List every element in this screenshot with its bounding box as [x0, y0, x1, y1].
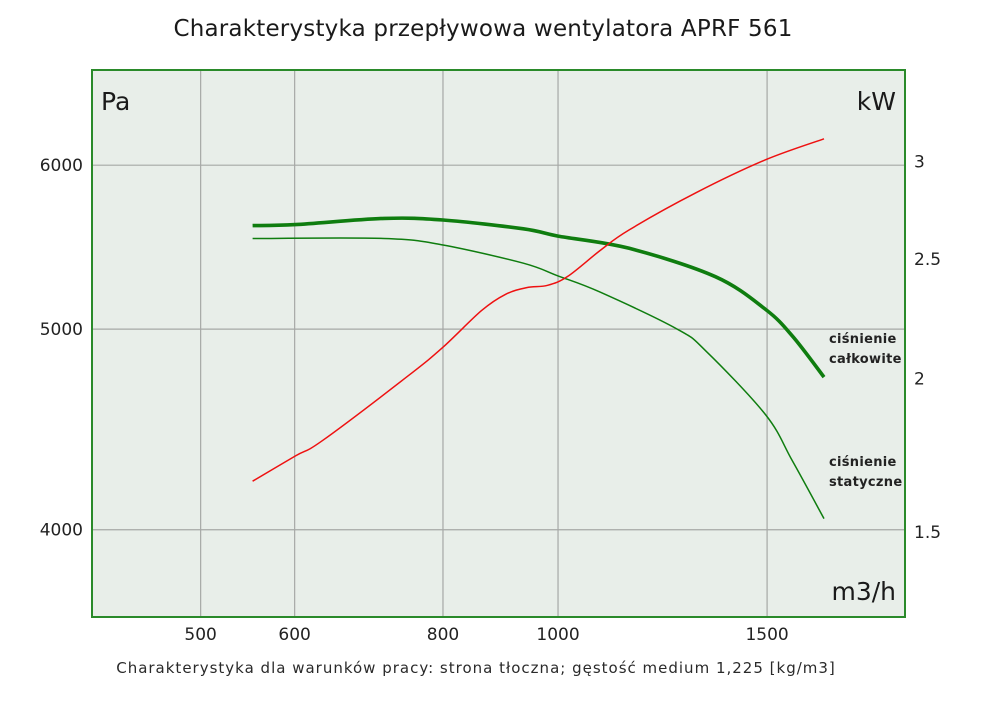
x-axis-unit-label: m3/h [831, 577, 896, 606]
curve-annotation: całkowite [829, 352, 902, 367]
x-tick-label: 500 [184, 625, 216, 645]
series-layer [252, 138, 826, 519]
curve-annotation: ciśnienie [829, 332, 897, 347]
power-curve [252, 138, 825, 482]
y-tick-label: 4000 [40, 521, 83, 541]
y2-tick-label: 3 [914, 153, 925, 173]
x-tick-label: 1500 [745, 625, 788, 645]
ticks: 500 600 800 1000 1500 4000 5000 6000 1.5 2 2.5 3 [40, 153, 941, 645]
y2-axis-unit-label: kW [857, 87, 896, 116]
x-tick-label: 800 [427, 625, 459, 645]
y-tick-label: 6000 [40, 156, 83, 176]
y2-tick-label: 2 [914, 369, 925, 389]
x-tick-label: 1000 [536, 625, 579, 645]
static-pressure-curve [252, 237, 825, 519]
y-axis-unit-label: Pa [101, 87, 130, 116]
chart-title: Charakterystyka przepływowa wentylatora … [173, 16, 793, 42]
curve-annotation: statyczne [829, 475, 902, 490]
annotations: ciśnienie całkowite ciśnienie statyczne [829, 332, 902, 490]
y2-tick-label: 1.5 [914, 523, 941, 543]
x-tick-label: 600 [278, 625, 310, 645]
grid [92, 70, 905, 617]
curve-annotation: ciśnienie [829, 455, 897, 470]
y2-tick-label: 2.5 [914, 250, 941, 270]
plot-border [91, 69, 906, 618]
total-pressure-curve [252, 216, 826, 379]
plot-area [92, 70, 905, 617]
chart-footer: Charakterystyka dla warunków pracy: stro… [116, 659, 836, 677]
y-tick-label: 5000 [40, 320, 83, 340]
